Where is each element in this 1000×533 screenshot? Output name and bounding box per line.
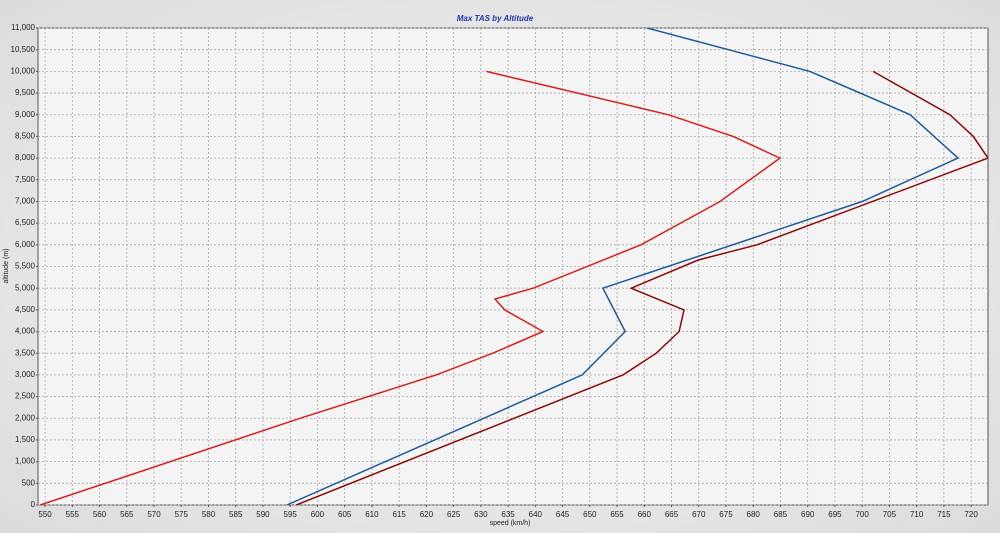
x-tick-label: 565 bbox=[120, 510, 134, 519]
y-tick-label: 1,500 bbox=[15, 435, 36, 444]
y-tick-label: 2,500 bbox=[15, 392, 36, 401]
x-tick-label: 700 bbox=[855, 510, 869, 519]
x-tick-label: 570 bbox=[147, 510, 161, 519]
y-tick-label: 1,000 bbox=[15, 457, 36, 466]
y-axis-label: altitude (m) bbox=[3, 248, 10, 283]
x-tick-label: 645 bbox=[556, 510, 570, 519]
x-tick-label: 620 bbox=[420, 510, 434, 519]
series-line bbox=[295, 70, 988, 505]
x-tick-label: 555 bbox=[66, 510, 80, 519]
x-tick-label: 675 bbox=[719, 510, 733, 519]
x-tick-label: 580 bbox=[202, 510, 216, 519]
x-tick-label: 560 bbox=[93, 510, 107, 519]
x-tick-label: 585 bbox=[229, 510, 243, 519]
x-tick-label: 655 bbox=[610, 510, 624, 519]
x-tick-label: 550 bbox=[38, 510, 52, 519]
y-tick-label: 5,000 bbox=[15, 283, 36, 292]
y-tick-label: 9,000 bbox=[15, 110, 36, 119]
y-tick-label: 500 bbox=[22, 478, 36, 487]
x-tick-label: 605 bbox=[338, 510, 352, 519]
x-tick-label: 640 bbox=[529, 510, 543, 519]
x-tick-label: 575 bbox=[175, 510, 189, 519]
x-tick-label: 610 bbox=[365, 510, 379, 519]
y-tick-label: 2,000 bbox=[15, 413, 36, 422]
x-tick-label: 670 bbox=[692, 510, 706, 519]
x-tick-label: 690 bbox=[801, 510, 815, 519]
y-tick-label: 4,000 bbox=[15, 327, 36, 336]
y-tick-label: 3,500 bbox=[15, 348, 36, 357]
x-tick-label: 710 bbox=[910, 510, 924, 519]
x-tick-label: 720 bbox=[964, 510, 978, 519]
series-line bbox=[286, 28, 960, 505]
x-axis-label: speed (km/h) bbox=[490, 520, 531, 527]
y-tick-label: 0 bbox=[31, 500, 36, 509]
x-tick-label: 665 bbox=[665, 510, 679, 519]
lines bbox=[39, 28, 988, 505]
x-tick-label: 660 bbox=[638, 510, 652, 519]
x-tick-label: 595 bbox=[284, 510, 298, 519]
y-tick-label: 7,500 bbox=[15, 175, 36, 184]
x-tick-label: 685 bbox=[774, 510, 788, 519]
x-tick-label: 705 bbox=[883, 510, 897, 519]
series-line bbox=[39, 70, 782, 505]
y-tick-label: 6,500 bbox=[15, 218, 36, 227]
y-tick-label: 9,500 bbox=[15, 88, 36, 97]
x-tick-label: 615 bbox=[392, 510, 406, 519]
y-tick-label: 4,500 bbox=[15, 305, 36, 314]
y-tick-label: 5,500 bbox=[15, 262, 36, 271]
y-tick-label: 8,000 bbox=[15, 153, 36, 162]
plot-area bbox=[37, 27, 989, 506]
x-tick-label: 715 bbox=[937, 510, 951, 519]
x-tick-label: 650 bbox=[583, 510, 597, 519]
y-tick-label: 8,500 bbox=[15, 132, 36, 141]
x-tick-label: 600 bbox=[311, 510, 325, 519]
x-tick-label: 635 bbox=[501, 510, 515, 519]
x-tick-label: 590 bbox=[256, 510, 270, 519]
y-tick-label: 11,000 bbox=[11, 23, 35, 32]
y-tick-label: 7,000 bbox=[15, 197, 36, 206]
y-tick-label: 3,000 bbox=[15, 370, 36, 379]
x-tick-label: 680 bbox=[747, 510, 761, 519]
chart-title: Max TAS by Altitude bbox=[457, 14, 534, 23]
y-tick-label: 6,000 bbox=[15, 240, 36, 249]
x-tick-label: 630 bbox=[474, 510, 488, 519]
y-tick-label: 10,500 bbox=[11, 45, 36, 54]
y-tick-label: 10,000 bbox=[11, 66, 36, 75]
x-tick-label: 625 bbox=[447, 510, 461, 519]
x-tick-label: 695 bbox=[828, 510, 842, 519]
